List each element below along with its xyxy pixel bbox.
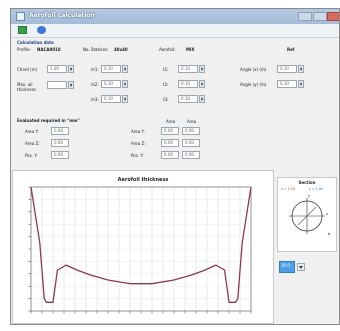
result-r-pos-y-label: Pos. Y: xyxy=(131,153,144,158)
result-area-z-label: Area Z: xyxy=(25,141,40,146)
result-pos-y-value: 0.00 xyxy=(51,151,69,159)
result-area-y-label: Area Y: xyxy=(25,129,39,134)
maximize-button[interactable] xyxy=(313,12,327,21)
result-r-area-z-label: Area Z: xyxy=(131,141,146,146)
m2-input[interactable]: 0.10 xyxy=(101,80,121,88)
result-r-area-y-value-2: 0.00 xyxy=(182,127,200,135)
minimize-button[interactable] xyxy=(298,12,312,21)
m3-input[interactable]: 0.10 xyxy=(101,95,121,103)
t2-spinner[interactable] xyxy=(199,80,205,88)
t2-input[interactable]: 0.10 xyxy=(178,80,198,88)
angle-x-input[interactable]: 0.10 xyxy=(277,65,297,73)
m3-spinner[interactable] xyxy=(122,95,128,103)
m3-label: m3: xyxy=(91,97,99,102)
angle-y-input[interactable]: 0.10 xyxy=(277,80,297,88)
result-r-area-y-value-1: 0.00 xyxy=(161,127,179,135)
plot-frame xyxy=(30,186,252,312)
section-label-x: x xyxy=(326,212,328,216)
title-bar: Aerofoil calculation xyxy=(11,9,339,24)
chord-spinner[interactable] xyxy=(68,65,74,73)
stations-value: 40x40 xyxy=(114,47,128,52)
chord-input[interactable]: 1.00 xyxy=(47,65,67,73)
section-label-y: y xyxy=(308,194,310,198)
result-area-y-value: 0.00 xyxy=(51,127,69,135)
t2-label: t2: xyxy=(163,82,169,87)
result-r-pos-y-value-2: 0.00 xyxy=(182,151,200,159)
section-diagonal xyxy=(297,206,317,226)
m1-input[interactable]: 0.10 xyxy=(101,65,121,73)
angle-y-spinner[interactable] xyxy=(298,80,304,88)
calculation-data-heading: Calculation data xyxy=(17,40,54,45)
section-panel: Section x = 1.00 y = 1.00 x y b xyxy=(277,177,337,252)
section-legend-y: y = 1.00 xyxy=(309,187,323,191)
profile-label: Profile: xyxy=(17,47,31,52)
thickness-curve xyxy=(30,186,252,303)
results-heading: Evaluated required in "mm" xyxy=(17,118,80,123)
m1-label: m1: xyxy=(91,67,99,72)
m2-spinner[interactable] xyxy=(122,80,128,88)
section-legend-x: x = 1.00 xyxy=(281,187,295,191)
max-oil-label: Max. oil thickness xyxy=(17,82,36,92)
green-save-icon[interactable] xyxy=(18,26,27,34)
result-col-header-1: Area xyxy=(166,119,176,124)
result-area-z-value: 0.00 xyxy=(51,139,69,147)
result-col-header-2: Area xyxy=(187,119,197,124)
t1-input[interactable]: 0.10 xyxy=(178,65,198,73)
ref-label: Ref xyxy=(287,47,295,52)
max-oil-input[interactable] xyxy=(47,81,67,89)
t3-input[interactable]: 0.10 xyxy=(178,95,198,103)
t3-label: t3: xyxy=(163,97,169,102)
result-r-area-z-value-1: 0.00 xyxy=(161,139,179,147)
m1-spinner[interactable] xyxy=(122,65,128,73)
plot-lines xyxy=(30,186,252,303)
thickness-plot: Aerofoil thickness xyxy=(28,177,252,314)
thickness-plot-panel: Aerofoil thickness xyxy=(12,170,274,324)
result-pos-y-label: Pos. Y: xyxy=(25,153,38,158)
value-select[interactable]: 30.0 xyxy=(279,261,295,273)
result-r-area-y-label: Area Y: xyxy=(131,129,145,134)
result-r-pos-y-value-1: 0.00 xyxy=(161,151,179,159)
section-label-b: b xyxy=(328,232,331,236)
profile-value: NACA0018 xyxy=(37,47,61,52)
angle-y-label: Angle (y) (m) xyxy=(240,82,267,87)
blue-info-icon[interactable] xyxy=(37,26,46,34)
plot-axes xyxy=(28,186,252,314)
m2-label: m2: xyxy=(91,82,99,87)
t1-spinner[interactable] xyxy=(199,65,205,73)
toolbar xyxy=(11,24,339,38)
t3-spinner[interactable] xyxy=(199,95,205,103)
plot-grid xyxy=(30,186,252,312)
app-icon xyxy=(16,12,25,21)
max-oil-spinner[interactable] xyxy=(68,81,74,89)
angle-x-label: Angle (x) (m) xyxy=(240,67,267,72)
t1-label: t1: xyxy=(163,67,169,72)
chevron-down-icon[interactable] xyxy=(297,263,305,271)
section-diagram: Section x = 1.00 y = 1.00 x y b xyxy=(281,180,331,236)
plot-title: Aerofoil thickness xyxy=(118,177,169,183)
window-title: Aerofoil calculation xyxy=(29,12,95,19)
main-window: Aerofoil calculation Calculation data Pr… xyxy=(10,8,340,325)
chord-label: Chord (m) xyxy=(17,67,38,72)
aerofoil-value: MIX xyxy=(186,47,195,52)
section-title: Section xyxy=(299,180,316,185)
angle-x-spinner[interactable] xyxy=(298,65,304,73)
close-button[interactable] xyxy=(327,12,339,21)
aerofoil-label: Aerofoil: xyxy=(159,47,176,52)
result-r-area-z-value-2: 0.00 xyxy=(182,139,200,147)
stations-label: No. Stations: xyxy=(83,47,109,52)
